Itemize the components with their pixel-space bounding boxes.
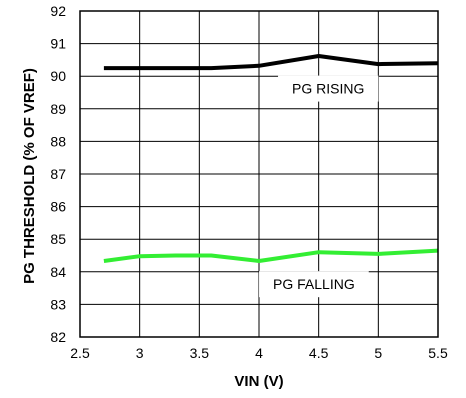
y-tick-label: 89 bbox=[50, 101, 66, 117]
series-label-background bbox=[278, 75, 379, 102]
x-axis-title: VIN (V) bbox=[234, 373, 283, 390]
y-tick-label: 86 bbox=[50, 199, 66, 215]
y-tick-label: 91 bbox=[50, 36, 66, 52]
y-tick-label: 82 bbox=[50, 329, 66, 345]
y-tick-label: 84 bbox=[50, 264, 66, 280]
y-tick-label: 90 bbox=[50, 68, 66, 84]
series-layer bbox=[103, 54, 439, 263]
series-line-pg-falling bbox=[103, 248, 439, 263]
y-tick-label: 87 bbox=[50, 166, 66, 182]
x-tick-label: 4.5 bbox=[309, 345, 329, 361]
x-tick-label: 5 bbox=[374, 345, 382, 361]
series-label-pg-rising: PG RISING bbox=[292, 81, 364, 97]
y-tick-labels: 82 83 84 85 86 87 88 89 90 91 92 bbox=[50, 3, 66, 345]
x-tick-label: 5.5 bbox=[428, 345, 448, 361]
series-label-background bbox=[259, 271, 369, 298]
x-tick-label: 4 bbox=[255, 345, 263, 361]
series-line-pg-rising bbox=[103, 54, 439, 71]
series-annotations: PG RISING PG FALLING bbox=[259, 75, 379, 298]
x-tick-labels: 2.5 3 3.5 4 4.5 5 5.5 bbox=[70, 345, 448, 361]
plot-frame bbox=[79, 10, 439, 338]
y-tick-label: 88 bbox=[50, 133, 66, 149]
y-tick-label: 83 bbox=[50, 296, 66, 312]
x-tick-label: 2.5 bbox=[70, 345, 90, 361]
x-tick-label: 3 bbox=[136, 345, 144, 361]
x-tick-label: 3.5 bbox=[190, 345, 210, 361]
series-label-pg-falling: PG FALLING bbox=[273, 276, 355, 292]
y-tick-label: 92 bbox=[50, 3, 66, 19]
y-tick-label: 85 bbox=[50, 231, 66, 247]
y-axis-title: PG THRESHOLD (% OF VREF) bbox=[21, 68, 38, 284]
